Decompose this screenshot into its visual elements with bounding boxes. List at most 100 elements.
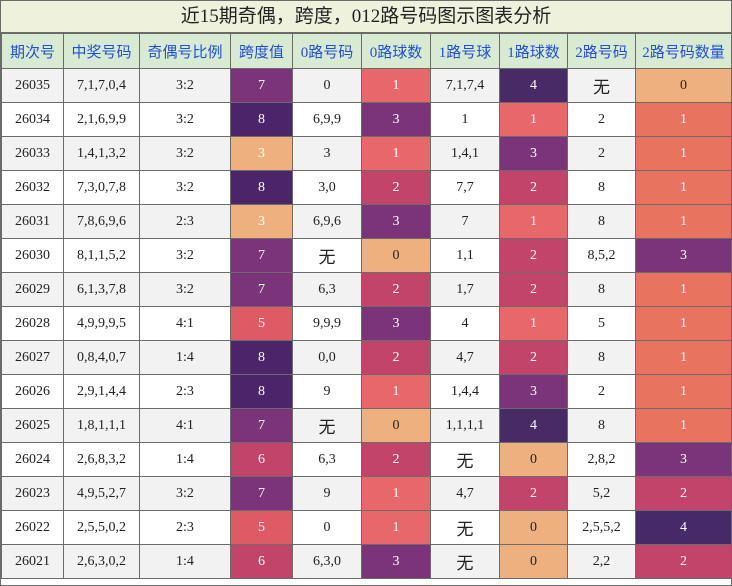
span-cell: 6 [230, 544, 293, 579]
route1-count-cell: 1 [499, 306, 568, 341]
route2-numbers-cell: 2 [567, 136, 636, 171]
route0-count-cell: 3 [361, 544, 431, 579]
route0-numbers-cell: 无 [292, 408, 362, 443]
period-cell: 26031 [1, 204, 64, 239]
header-odd-even-ratio: 奇偶号比例 [139, 33, 231, 69]
odd-even-ratio-cell: 3:2 [139, 102, 231, 137]
table-row: 26025 1,8,1,1,1 4:1 7 无 0 1,1,1,1 4 8 1 [1, 408, 732, 443]
route0-count-cell: 2 [361, 170, 431, 205]
winning-numbers-cell: 0,8,4,0,7 [63, 340, 140, 375]
header-row: 期次号 中奖号码 奇偶号比例 跨度值 0路号码 0路球数 1路号球 1路球数 2… [1, 33, 732, 69]
table-row: 26032 7,3,0,7,8 3:2 8 3,0 2 7,7 2 8 1 [1, 170, 732, 205]
span-cell: 7 [230, 238, 293, 273]
table-row: 26028 4,9,9,9,5 4:1 5 9,9,9 3 4 1 5 1 [1, 306, 732, 341]
period-cell: 26034 [1, 102, 64, 137]
route2-numbers-cell: 无 [567, 68, 636, 103]
route1-count-cell: 2 [499, 238, 568, 273]
route0-numbers-cell: 6,9,9 [292, 102, 362, 137]
route0-count-cell: 1 [361, 510, 431, 545]
route1-numbers-cell: 1,7 [430, 272, 500, 307]
route2-count-cell: 1 [635, 272, 732, 307]
route2-count-cell: 1 [635, 408, 732, 443]
route0-count-cell: 2 [361, 272, 431, 307]
table-row: 26026 2,9,1,4,4 2:3 8 9 1 1,4,4 3 2 1 [1, 374, 732, 409]
route1-count-cell: 4 [499, 408, 568, 443]
analysis-table: 期次号 中奖号码 奇偶号比例 跨度值 0路号码 0路球数 1路号球 1路球数 2… [1, 33, 732, 579]
route1-numbers-cell: 1 [430, 102, 500, 137]
winning-numbers-cell: 7,1,7,0,4 [63, 68, 140, 103]
table-row: 26022 2,5,5,0,2 2:3 5 0 1 无 0 2,5,5,2 4 [1, 510, 732, 545]
table-row: 26030 8,1,1,5,2 3:2 7 无 0 1,1 2 8,5,2 3 [1, 238, 732, 273]
route0-numbers-cell: 0 [292, 68, 362, 103]
period-cell: 26030 [1, 238, 64, 273]
route2-count-cell: 1 [635, 340, 732, 375]
route0-numbers-cell: 0,0 [292, 340, 362, 375]
route1-numbers-cell: 7,7 [430, 170, 500, 205]
route0-count-cell: 0 [361, 408, 431, 443]
route1-numbers-cell: 1,1 [430, 238, 500, 273]
route0-count-cell: 2 [361, 442, 431, 477]
route0-count-cell: 3 [361, 306, 431, 341]
route1-count-cell: 3 [499, 136, 568, 171]
period-cell: 26033 [1, 136, 64, 171]
route1-numbers-cell: 4,7 [430, 340, 500, 375]
header-route0-count: 0路球数 [361, 33, 431, 69]
route0-numbers-cell: 9 [292, 476, 362, 511]
period-cell: 26035 [1, 68, 64, 103]
winning-numbers-cell: 7,8,6,9,6 [63, 204, 140, 239]
table-row: 26034 2,1,6,9,9 3:2 8 6,9,9 3 1 1 2 1 [1, 102, 732, 137]
route2-count-cell: 2 [635, 476, 732, 511]
span-cell: 6 [230, 442, 293, 477]
route1-count-cell: 1 [499, 204, 568, 239]
odd-even-ratio-cell: 3:2 [139, 68, 231, 103]
route2-numbers-cell: 2 [567, 374, 636, 409]
span-cell: 3 [230, 204, 293, 239]
route1-numbers-cell: 无 [430, 442, 500, 477]
route0-count-cell: 1 [361, 374, 431, 409]
odd-even-ratio-cell: 4:1 [139, 408, 231, 443]
span-cell: 7 [230, 408, 293, 443]
header-span: 跨度值 [230, 33, 293, 69]
winning-numbers-cell: 4,9,9,9,5 [63, 306, 140, 341]
route2-numbers-cell: 8 [567, 272, 636, 307]
route2-count-cell: 0 [635, 68, 732, 103]
header-route2-count: 2路号码数量 [635, 33, 732, 69]
route0-numbers-cell: 9 [292, 374, 362, 409]
route2-count-cell: 1 [635, 204, 732, 239]
odd-even-ratio-cell: 2:3 [139, 510, 231, 545]
route0-count-cell: 3 [361, 102, 431, 137]
odd-even-ratio-cell: 3:2 [139, 272, 231, 307]
route2-numbers-cell: 5,2 [567, 476, 636, 511]
span-cell: 5 [230, 306, 293, 341]
table-row: 26023 4,9,5,2,7 3:2 7 9 1 4,7 2 5,2 2 [1, 476, 732, 511]
route1-count-cell: 0 [499, 544, 568, 579]
route2-numbers-cell: 8 [567, 170, 636, 205]
route2-count-cell: 1 [635, 374, 732, 409]
route2-numbers-cell: 5 [567, 306, 636, 341]
route1-count-cell: 2 [499, 170, 568, 205]
route1-count-cell: 0 [499, 510, 568, 545]
route1-count-cell: 2 [499, 272, 568, 307]
span-cell: 5 [230, 510, 293, 545]
route1-count-cell: 2 [499, 476, 568, 511]
route2-numbers-cell: 2,8,2 [567, 442, 636, 477]
route2-count-cell: 4 [635, 510, 732, 545]
period-cell: 26027 [1, 340, 64, 375]
odd-even-ratio-cell: 4:1 [139, 306, 231, 341]
odd-even-ratio-cell: 1:4 [139, 340, 231, 375]
route0-numbers-cell: 3 [292, 136, 362, 171]
route1-count-cell: 1 [499, 102, 568, 137]
route0-count-cell: 3 [361, 204, 431, 239]
route2-count-cell: 1 [635, 170, 732, 205]
header-route1-count: 1路球数 [499, 33, 568, 69]
table-row: 26031 7,8,6,9,6 2:3 3 6,9,6 3 7 1 8 1 [1, 204, 732, 239]
period-cell: 26029 [1, 272, 64, 307]
span-cell: 8 [230, 340, 293, 375]
route1-numbers-cell: 1,1,1,1 [430, 408, 500, 443]
route1-numbers-cell: 4,7 [430, 476, 500, 511]
winning-numbers-cell: 2,5,5,0,2 [63, 510, 140, 545]
period-cell: 26026 [1, 374, 64, 409]
table-row: 26033 1,4,1,3,2 3:2 3 3 1 1,4,1 3 2 1 [1, 136, 732, 171]
route0-numbers-cell: 9,9,9 [292, 306, 362, 341]
